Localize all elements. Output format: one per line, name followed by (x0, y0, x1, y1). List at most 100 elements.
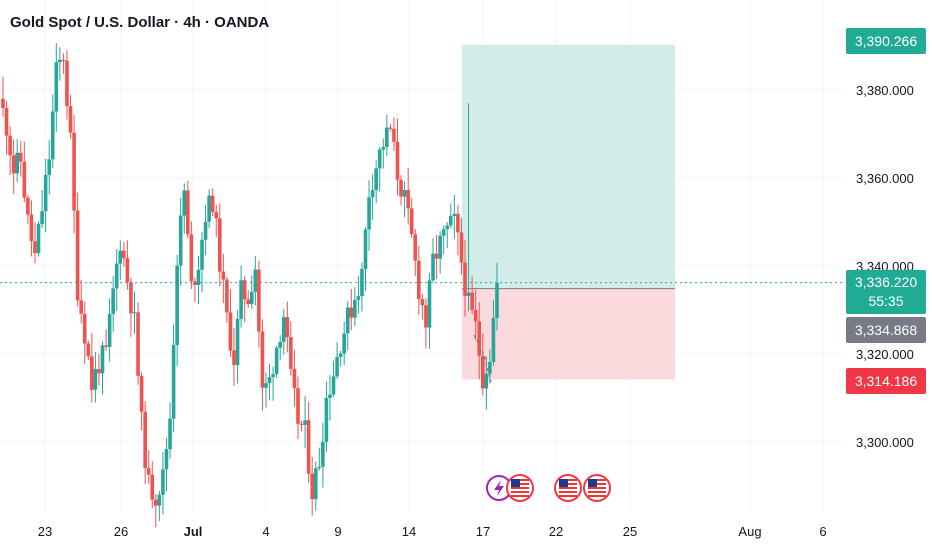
candle-body (93, 369, 98, 390)
candle-body (267, 377, 272, 384)
candle-body (146, 468, 151, 475)
candle-body (488, 362, 492, 374)
candle-body (82, 313, 87, 344)
candle-body (72, 132, 76, 211)
target-price-label: 3,390.266 (854, 33, 918, 49)
grid (0, 0, 842, 512)
x-tick-label: 26 (114, 524, 128, 539)
x-axis[interactable]: 23 26 Jul 4 9 14 17 22 25 Aug 6 (38, 524, 827, 539)
candle-body (310, 473, 314, 500)
candle-body (328, 394, 332, 398)
candle-body (22, 161, 27, 198)
candle-body (33, 241, 37, 254)
candle-body (8, 135, 12, 156)
x-tick-label: Jul (184, 524, 203, 539)
y-axis[interactable]: 3,300.0003,320.0003,340.0003,360.0003,38… (856, 83, 914, 450)
candle-body (207, 195, 211, 222)
candle-body (381, 146, 386, 150)
position-zones[interactable] (462, 44, 675, 380)
candle-body (317, 466, 322, 469)
candle-body (385, 127, 389, 147)
candle-body (122, 250, 126, 259)
lightning-bolt (494, 480, 504, 496)
flag-stripe (559, 491, 577, 493)
candle-body (175, 265, 179, 346)
candle-body (214, 212, 219, 219)
candle-body (349, 307, 354, 318)
candle-body (264, 383, 268, 388)
entry-price-label: 3,334.868 (854, 322, 918, 338)
candle-body (370, 190, 375, 198)
candle-body (420, 299, 425, 306)
candle-body (97, 369, 101, 374)
flag-stripe (511, 491, 529, 493)
candle-body (43, 174, 48, 212)
candle-body (186, 190, 190, 235)
candle-body (303, 420, 307, 425)
candle-body (104, 345, 108, 347)
candle-body (136, 312, 140, 376)
candle-body (221, 271, 226, 280)
candle-body (139, 375, 144, 412)
candle-body (11, 155, 16, 174)
candle-body (417, 260, 421, 300)
candle-body (321, 441, 325, 467)
candle-body (203, 221, 208, 240)
candle-body (434, 253, 439, 259)
flag-stripe (559, 487, 577, 489)
flag-canton (559, 479, 568, 487)
candle-body (79, 300, 83, 314)
candle-body (40, 211, 44, 225)
candle-body (388, 127, 393, 129)
candle-body (466, 292, 471, 296)
candle-body (26, 197, 30, 215)
candle-body (463, 262, 467, 296)
stop-price-tag: 3,314.186 (846, 368, 926, 394)
candle-body (200, 239, 204, 270)
x-tick-label: 9 (334, 524, 341, 539)
us-flag-icon (583, 474, 611, 502)
target-price-tag: 3,390.266 (846, 28, 926, 54)
flag-stripe (588, 487, 606, 489)
candle-body (374, 168, 378, 191)
candle-body (161, 469, 165, 495)
candle-body (491, 318, 496, 363)
candle-body (225, 279, 229, 313)
candle-body (4, 108, 9, 136)
flag-canton (511, 479, 520, 487)
candle-body (367, 197, 371, 230)
candle-body (477, 321, 482, 356)
candle-body (274, 347, 279, 375)
candle-body (406, 189, 410, 209)
candle-body (54, 62, 59, 112)
candle-body (402, 189, 407, 197)
candle-body (271, 374, 275, 378)
candle-body (196, 269, 201, 286)
candle-body (431, 253, 435, 281)
candle-body (36, 224, 41, 254)
candle-body (296, 388, 300, 424)
x-tick-label: Aug (738, 524, 761, 539)
candle-body (399, 179, 403, 197)
y-tick-label: 3,300.000 (856, 435, 914, 450)
candle-body (495, 282, 499, 319)
candle-body (1, 98, 5, 109)
candle-body (18, 152, 23, 162)
event-markers[interactable] (486, 474, 611, 502)
candle-body (257, 269, 261, 332)
candle-body (438, 235, 442, 259)
candle-body (143, 411, 147, 469)
candle-body (473, 309, 478, 322)
candle-body (445, 225, 450, 230)
candle-body (125, 258, 130, 283)
x-tick-label: 17 (476, 524, 490, 539)
flag-stripe (588, 495, 606, 497)
x-tick-label: 14 (402, 524, 416, 539)
candle-body (50, 111, 55, 160)
candle-body (281, 317, 286, 342)
candle-body (470, 292, 474, 310)
us-flag-icon (506, 474, 534, 502)
candle-body (484, 373, 489, 389)
candle-body (392, 128, 396, 142)
